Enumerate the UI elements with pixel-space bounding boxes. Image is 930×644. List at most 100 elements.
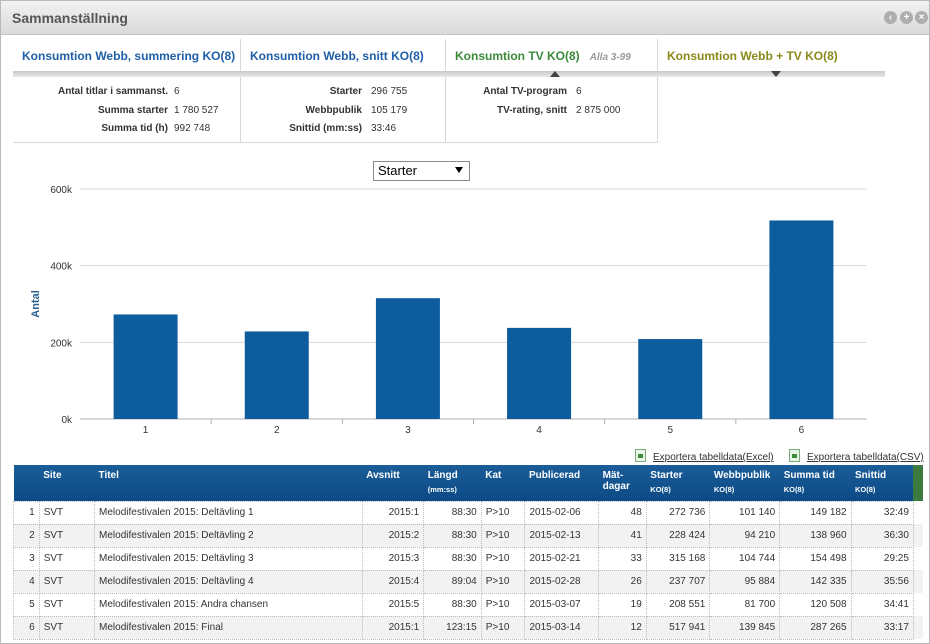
cell-webb: 95 884: [709, 569, 781, 594]
cell-dagar: 12: [598, 615, 647, 640]
tab-tv[interactable]: Konsumtion TV KO(8) Alla 3-99: [446, 39, 658, 73]
stat-value: 6: [576, 86, 582, 97]
x-tick-label: 1: [143, 425, 149, 436]
metric-select[interactable]: Starter: [373, 161, 470, 181]
cell-title: Melodifestivalen 2015: Andra chansen: [94, 592, 363, 617]
cell-kat: P>10: [480, 569, 526, 594]
col-header-publicerad[interactable]: Publicerad: [528, 470, 581, 481]
cell-starter: 228 424: [645, 523, 711, 548]
col-header-langd[interactable]: Längd (mm:ss): [424, 465, 482, 501]
stat-value: 33:46: [371, 123, 397, 134]
tab-webb-tv[interactable]: Konsumtion Webb + TV KO(8): [658, 39, 885, 73]
window-title: Sammanställning: [12, 10, 128, 26]
cell-dagar: 19: [598, 592, 647, 617]
cell-webb: 104 744: [709, 546, 781, 571]
cell-webb: 139 845: [709, 615, 781, 640]
bar[interactable]: [638, 339, 703, 419]
row-edge: [913, 593, 922, 616]
cell-starter: 208 551: [645, 592, 711, 617]
stat-row: Summa starter 1 780 527: [13, 105, 241, 119]
y-tick-label: 200k: [50, 338, 73, 349]
cell-n: 4: [13, 569, 40, 594]
expand-up-arrow-icon[interactable]: [550, 71, 560, 77]
cell-site: SVT: [38, 500, 96, 525]
cell-langd: 88:30: [423, 546, 482, 571]
col-header-starter[interactable]: Starter KO(8): [646, 465, 710, 501]
col-header-matdagar[interactable]: Mät-dagar: [599, 465, 647, 501]
cell-webb: 94 210: [709, 523, 781, 548]
x-tick-label: 6: [799, 425, 805, 436]
cell-n: 3: [13, 546, 40, 571]
col-header-label: Starter: [650, 470, 683, 481]
close-icon[interactable]: ×: [915, 11, 928, 24]
cell-kat: P>10: [480, 546, 526, 571]
cell-site: SVT: [38, 615, 96, 640]
row-edge: [913, 616, 922, 639]
stat-key: Webbpublik: [305, 105, 362, 116]
col-header-avsnitt[interactable]: Avsnitt: [366, 470, 400, 481]
bar[interactable]: [244, 331, 309, 419]
col-header-summatid[interactable]: Summa tid KO(8): [780, 465, 851, 501]
cell-n: 6: [13, 615, 40, 640]
cell-pub: 2015-02-21: [524, 546, 600, 571]
tab-label: Konsumtion Webb, snitt KO(8): [250, 49, 424, 63]
cell-title: Melodifestivalen 2015: Deltävling 3: [94, 546, 363, 571]
metric-select-value: Starter: [378, 163, 418, 178]
row-edge: [913, 570, 922, 593]
col-header-site[interactable]: Site: [43, 470, 62, 481]
stat-key: Snittid (mm:ss): [289, 123, 362, 134]
cell-dagar: 48: [598, 500, 647, 525]
cell-webb: 81 700: [709, 592, 781, 617]
bar[interactable]: [507, 327, 572, 419]
col-header-label: Snittid: [855, 470, 887, 481]
col-header-unit: (mm:ss): [427, 485, 457, 494]
stat-key: Summa tid (h): [101, 123, 168, 134]
bar[interactable]: [769, 220, 834, 419]
table-row[interactable]: 5 SVT Melodifestivalen 2015: Andra chansen…: [13, 592, 923, 617]
bar[interactable]: [375, 298, 440, 419]
tab-webb-snitt[interactable]: Konsumtion Webb, snitt KO(8): [241, 39, 446, 73]
row-edge: [913, 524, 922, 547]
restore-icon[interactable]: ‹: [884, 11, 897, 24]
x-tick-label: 4: [536, 425, 542, 436]
col-header-label: Längd: [427, 470, 458, 481]
x-tick-label: 2: [274, 425, 280, 436]
cell-snitt: 29:25: [850, 546, 914, 571]
table-row[interactable]: 6 SVT Melodifestivalen 2015: Final 2015:1 12…: [13, 615, 923, 640]
maximize-icon[interactable]: +: [900, 11, 913, 24]
y-tick-label: 600k: [50, 185, 73, 196]
stat-row: Antal TV-program 6: [446, 86, 658, 100]
stats-tv: Antal TV-program 6 TV-rating, snitt 2 87…: [446, 77, 658, 143]
cell-summa: 287 265: [779, 615, 852, 640]
cell-pub: 2015-03-07: [524, 592, 600, 617]
col-header-webbpublik[interactable]: Webbpublik KO(8): [710, 465, 780, 501]
bar[interactable]: [113, 314, 178, 419]
collapse-down-arrow-icon[interactable]: [771, 71, 781, 77]
stat-key: Summa starter: [97, 105, 168, 116]
cell-site: SVT: [38, 546, 96, 571]
cell-title: Melodifestivalen 2015: Deltävling 2: [94, 523, 363, 548]
col-header-label: Webbpublik: [713, 470, 771, 481]
cell-summa: 154 498: [779, 546, 852, 571]
col-header-label: Summa tid: [783, 470, 835, 481]
cell-avsnitt: 2015:3: [361, 546, 425, 571]
export-csv-label: Exportera tabelldata(CSV): [807, 452, 924, 463]
col-header-snittid[interactable]: Snittid KO(8): [851, 465, 913, 501]
episode-table: Site Titel Avsnitt Längd (mm:ss) Kat Publ…: [13, 465, 923, 640]
bar-chart: 1 2 3 4 5 6 0k 200k 400k 600k Antal: [30, 185, 867, 436]
tab-label: Konsumtion Webb + TV KO(8): [667, 49, 838, 63]
col-header-title[interactable]: Titel: [98, 470, 119, 481]
cell-starter: 315 168: [645, 546, 711, 571]
col-header-kat[interactable]: Kat: [485, 470, 502, 481]
stat-value: 1 780 527: [174, 105, 219, 116]
cell-starter: 272 736: [645, 500, 711, 525]
cell-avsnitt: 2015:4: [361, 569, 425, 594]
tab-webb-summering[interactable]: Konsumtion Webb, summering KO(8): [13, 39, 241, 73]
stats-webb-summering: Antal titlar i sammanst. 6 Summa starter…: [13, 77, 241, 143]
cell-starter: 517 941: [645, 615, 711, 640]
